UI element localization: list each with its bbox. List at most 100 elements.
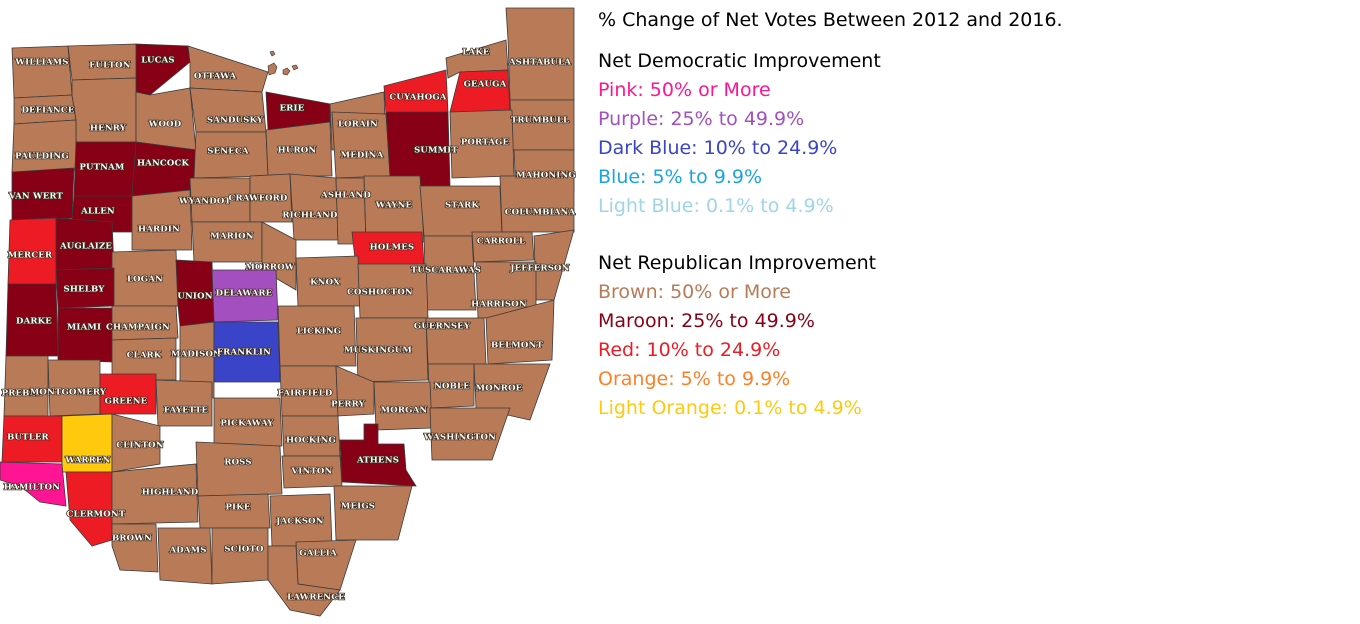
county-muskingum <box>355 317 429 383</box>
county-brown <box>111 523 159 573</box>
county-label-marion: MARION <box>210 232 253 242</box>
county-label-portage: PORTAGE <box>461 138 510 148</box>
county-williams <box>11 45 73 99</box>
county-ottawa <box>187 45 269 93</box>
county-label-ashland: ASHLAND <box>320 191 371 201</box>
county-paulding <box>11 119 77 173</box>
county-marion <box>191 221 263 263</box>
county-label-scioto: SCIOTO <box>224 545 264 555</box>
county-label-clark: CLARK <box>127 351 162 361</box>
county-label-pike: PIKE <box>225 503 250 513</box>
county-label-cuyahoga: CUYAHOGA <box>389 93 446 103</box>
county-label-tuscarawas: TUSCARAWAS <box>411 266 481 276</box>
county-label-stark: STARK <box>445 201 479 211</box>
county-perry <box>335 365 375 417</box>
county-lawrence <box>267 545 341 617</box>
county-label-allen: ALLEN <box>80 207 115 217</box>
county-label-van-wert: VAN WERT <box>8 192 64 202</box>
county-label-wayne: WAYNE <box>375 201 413 211</box>
county-label-licking: LICKING <box>297 327 342 337</box>
legend-democratic-item: Light Blue: 0.1% to 4.9% <box>598 195 834 217</box>
county-label-logan: LOGAN <box>127 275 163 285</box>
county-label-columbiana: COLUMBIANA <box>505 208 576 218</box>
county-label-ross: ROSS <box>224 458 251 468</box>
county-label-noble: NOBLE <box>434 382 470 392</box>
county-labels-layer: WILLIAMS FULTON LUCAS OTTAWA DEFIANCE HENRY WO… <box>1 47 577 604</box>
county-label-mahoning: MAHONING <box>516 171 576 181</box>
county-hancock <box>131 141 197 197</box>
county-label-adams: ADAMS <box>168 546 206 556</box>
legend-republican-item: Orange: 5% to 9.9% <box>598 368 791 390</box>
county-label-huron: HURON <box>278 146 317 156</box>
county-label-muskingum: MUSKINGUM <box>344 346 412 356</box>
county-label-trumbull: TRUMBULL <box>511 116 569 126</box>
county-label-belmont: BELMONT <box>491 341 543 351</box>
county-label-lucas: LUCAS <box>141 56 174 66</box>
county-label-geauga: GEAUGA <box>464 80 507 90</box>
county-ashtabula <box>505 7 575 101</box>
county-delaware <box>211 269 279 323</box>
county-label-summit: SUMMIT <box>414 146 458 156</box>
county-label-clinton: CLINTON <box>116 441 163 451</box>
county-washington <box>429 407 511 461</box>
county-athens <box>339 423 417 487</box>
county-label-miami: MIAMI <box>67 323 101 333</box>
county-carroll <box>471 231 535 263</box>
county-label-washington: WASHINGTON <box>423 433 496 443</box>
legend-democratic-item: Blue: 5% to 9.9% <box>598 166 763 188</box>
legend-republican-item: Light Orange: 0.1% to 4.9% <box>598 397 862 419</box>
legend-republican-heading: Net Republican Improvement <box>598 252 877 274</box>
county-label-henry: HENRY <box>90 124 127 134</box>
legend-democratic-item: Purple: 25% to 49.9% <box>598 108 805 130</box>
county-label-erie: ERIE <box>280 104 305 114</box>
county-greene <box>99 373 157 415</box>
county-label-morrow: MORROW <box>245 263 294 273</box>
county-label-lawrence: LAWRENCE <box>287 593 345 603</box>
county-label-ashtabula: ASHTABULA <box>508 58 571 68</box>
county-belmont <box>485 299 555 365</box>
legend-democratic-heading: Net Democratic Improvement <box>598 50 881 72</box>
county-preble <box>3 355 49 417</box>
counties-layer <box>0 7 575 617</box>
county-label-auglaize: AUGLAIZE <box>59 242 112 252</box>
county-label-jackson: JACKSON <box>275 517 324 527</box>
legend-republican-items: Brown: 50% or More Maroon: 25% to 49.9% Re… <box>598 278 1338 423</box>
county-franklin <box>213 321 281 383</box>
county-wood <box>135 87 197 151</box>
county-label-athens: ATHENS <box>356 456 399 466</box>
legend-democratic-item: Pink: 50% or More <box>598 79 771 101</box>
county-label-richland: RICHLAND <box>282 211 338 221</box>
county-label-meigs: MEIGS <box>341 502 375 512</box>
county-label-hancock: HANCOCK <box>137 159 190 169</box>
county-label-franklin: FRANKLIN <box>217 348 271 358</box>
county-label-union: UNION <box>177 292 212 302</box>
county-label-williams: WILLIAMS <box>14 58 68 68</box>
county-stark <box>419 185 503 237</box>
legend-republican-item: Brown: 50% or More <box>598 281 791 303</box>
county-label-gallia: GALLIA <box>299 549 337 559</box>
county-label-hocking: HOCKING <box>286 436 336 446</box>
county-label-warren: WARREN <box>64 456 110 466</box>
county-clark <box>111 337 177 381</box>
county-pickaway <box>213 397 283 447</box>
county-label-crawford: CRAWFORD <box>228 194 287 204</box>
county-label-jefferson: JEFFERSON <box>509 264 569 274</box>
county-hardin <box>131 189 193 251</box>
county-label-montgomery: MONTGOMERY <box>30 388 107 398</box>
county-label-perry: PERRY <box>331 400 366 410</box>
county-label-shelby: SHELBY <box>64 285 106 295</box>
county-meigs <box>333 485 413 541</box>
county-label-sandusky: SANDUSKY <box>207 116 264 126</box>
legend-democratic-item: Dark Blue: 10% to 24.9% <box>598 137 838 159</box>
county-label-pickaway: PICKAWAY <box>220 419 274 429</box>
county-label-coshocton: COSHOCTON <box>347 288 413 298</box>
county-label-guernsey: GUERNSEY <box>414 322 471 332</box>
county-label-madison: MADISON <box>171 350 221 360</box>
legend-republican-item: Maroon: 25% to 49.9% <box>598 310 815 332</box>
map-title: % Change of Net Votes Between 2012 and 2… <box>598 9 1063 31</box>
county-label-brown: BROWN <box>112 534 152 544</box>
county-crawford <box>249 173 293 223</box>
county-geauga <box>449 69 511 113</box>
county-label-wood: WOOD <box>148 120 182 130</box>
county-pike <box>197 493 271 529</box>
